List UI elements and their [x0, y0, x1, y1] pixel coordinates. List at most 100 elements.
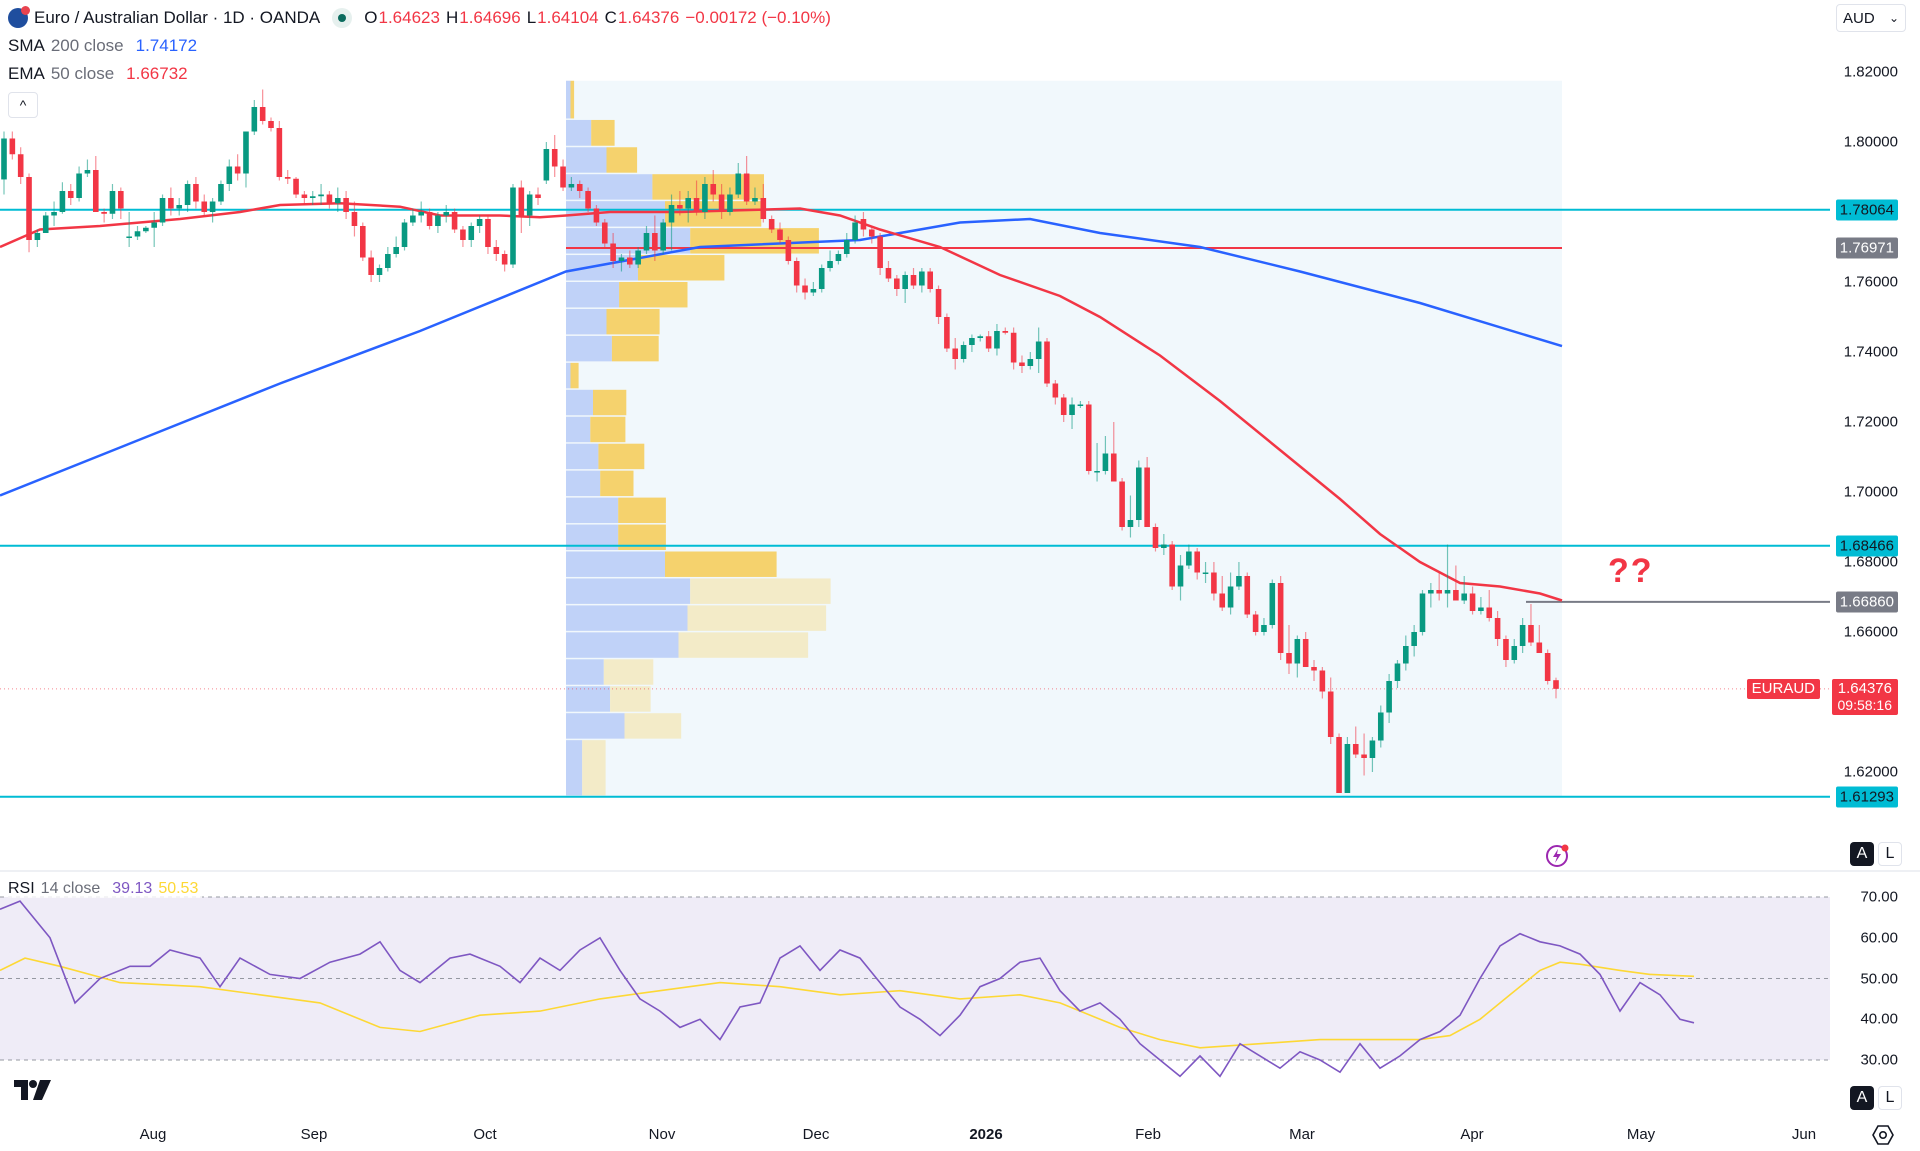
candle[interactable]: [885, 261, 892, 282]
candle[interactable]: [785, 236, 792, 265]
candle[interactable]: [969, 334, 975, 353]
candle[interactable]: [910, 268, 917, 289]
price-level-tag[interactable]: 1.68466: [1835, 535, 1898, 557]
candle[interactable]: [1085, 401, 1092, 475]
candle[interactable]: [560, 159, 566, 192]
candle[interactable]: [76, 166, 82, 202]
candle[interactable]: [960, 341, 967, 363]
candle[interactable]: [1035, 327, 1042, 374]
candle[interactable]: [1060, 394, 1067, 422]
candle[interactable]: [209, 198, 216, 223]
candle[interactable]: [1553, 677, 1559, 699]
candle[interactable]: [1169, 541, 1175, 590]
candle[interactable]: [368, 250, 374, 283]
candle[interactable]: [42, 212, 49, 233]
candle[interactable]: [793, 257, 800, 293]
candle[interactable]: [351, 201, 358, 237]
candle[interactable]: [1336, 733, 1342, 794]
candle[interactable]: [1019, 355, 1025, 374]
candle[interactable]: [234, 154, 241, 181]
candle[interactable]: [777, 222, 783, 244]
candle[interactable]: [59, 182, 66, 214]
tradingview-logo-icon[interactable]: [14, 1080, 52, 1105]
candle[interactable]: [1227, 572, 1234, 615]
candle[interactable]: [1110, 422, 1117, 482]
candle[interactable]: [1428, 583, 1434, 608]
candle[interactable]: [151, 212, 157, 247]
candle[interactable]: [1211, 562, 1217, 601]
candle[interactable]: [1394, 660, 1401, 688]
candle[interactable]: [944, 313, 950, 353]
candle[interactable]: [418, 201, 425, 223]
candle[interactable]: [426, 208, 433, 230]
candle[interactable]: [1536, 625, 1543, 653]
candle[interactable]: [1444, 544, 1451, 608]
candle[interactable]: [201, 194, 208, 216]
candle[interactable]: [218, 180, 224, 206]
candle[interactable]: [1319, 667, 1326, 699]
candle[interactable]: [1, 131, 7, 195]
candle[interactable]: [26, 173, 32, 253]
candle[interactable]: [919, 268, 925, 293]
candle[interactable]: [17, 147, 24, 184]
candle[interactable]: [1027, 352, 1034, 370]
candle[interactable]: [159, 194, 166, 227]
candle[interactable]: [752, 187, 758, 206]
candle[interactable]: [126, 212, 132, 247]
candle[interactable]: [1511, 639, 1518, 664]
candle[interactable]: [67, 184, 74, 205]
candle[interactable]: [1144, 457, 1150, 527]
rsi-pane[interactable]: [0, 872, 1830, 1092]
candle[interactable]: [835, 250, 842, 265]
price-level-tag[interactable]: 1.66860: [1835, 591, 1898, 613]
candle[interactable]: [1252, 611, 1259, 636]
candle[interactable]: [1194, 548, 1201, 580]
candle[interactable]: [401, 219, 408, 251]
candle[interactable]: [309, 191, 316, 205]
candle[interactable]: [1161, 534, 1167, 555]
candle[interactable]: [1361, 733, 1367, 776]
candle[interactable]: [1528, 604, 1534, 646]
candle[interactable]: [1352, 726, 1359, 759]
candle[interactable]: [268, 117, 274, 132]
rsi-ma-line[interactable]: [0, 957, 1695, 1049]
sma-legend[interactable]: SMA 200 close 1.74172: [8, 32, 831, 60]
candle[interactable]: [435, 212, 441, 233]
candle[interactable]: [952, 338, 959, 370]
candle[interactable]: [1494, 611, 1501, 646]
candle[interactable]: [34, 229, 41, 248]
candle[interactable]: [143, 226, 149, 233]
candle[interactable]: [385, 247, 391, 272]
candle[interactable]: [1069, 397, 1075, 430]
candle[interactable]: [176, 198, 183, 216]
candle[interactable]: [118, 187, 124, 220]
candle[interactable]: [376, 264, 383, 283]
candle[interactable]: [1219, 576, 1226, 611]
candle[interactable]: [852, 215, 858, 244]
candle[interactable]: [1503, 635, 1509, 668]
candle[interactable]: [251, 100, 258, 135]
gear-icon[interactable]: [1872, 1124, 1894, 1151]
candle[interactable]: [359, 222, 366, 262]
candle[interactable]: [1077, 401, 1084, 408]
candle[interactable]: [535, 187, 541, 206]
question-annotation[interactable]: ??: [1608, 552, 1654, 590]
candle[interactable]: [593, 205, 600, 226]
candle[interactable]: [610, 233, 616, 268]
candle[interactable]: [985, 331, 992, 352]
candle[interactable]: [1127, 495, 1134, 538]
candle[interactable]: [1369, 737, 1376, 772]
candle[interactable]: [660, 219, 666, 254]
candle[interactable]: [226, 159, 233, 192]
currency-selector[interactable]: AUD ⌄: [1836, 4, 1906, 32]
price-level-tag[interactable]: 1.78064: [1835, 199, 1898, 221]
candle[interactable]: [843, 233, 850, 258]
lightning-alert-icon[interactable]: [1544, 842, 1570, 873]
candle[interactable]: [1377, 705, 1384, 748]
candle[interactable]: [827, 250, 833, 272]
auto-scale-button-rsi[interactable]: A: [1850, 1086, 1874, 1110]
candle[interactable]: [760, 184, 767, 223]
candle[interactable]: [1327, 677, 1334, 745]
candle[interactable]: [994, 324, 1000, 356]
candle[interactable]: [193, 177, 199, 209]
